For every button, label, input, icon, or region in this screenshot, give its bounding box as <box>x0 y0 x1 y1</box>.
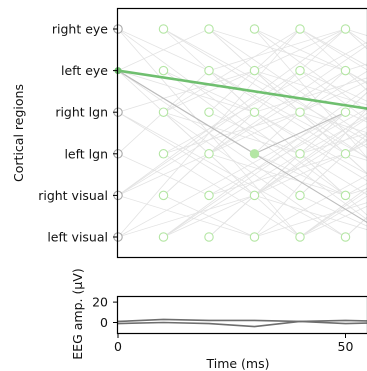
background-edge <box>299 205 367 238</box>
background-edge <box>254 111 367 175</box>
y-tick-label: 20 <box>92 295 108 310</box>
node <box>204 149 214 159</box>
background-edge <box>254 202 367 238</box>
background-edge <box>299 190 367 238</box>
node <box>295 107 305 117</box>
region-tick-label: right eye <box>52 22 108 37</box>
background-edge <box>117 28 210 71</box>
node <box>340 232 351 242</box>
secondary-edge <box>254 111 346 155</box>
node <box>158 24 169 34</box>
network-chart: right eye left eye right lgn left lgn right … <box>11 7 367 259</box>
background-edge <box>163 195 255 238</box>
node <box>295 65 305 76</box>
node <box>340 107 351 117</box>
background-edge <box>299 153 367 196</box>
background-edge <box>299 111 367 134</box>
background-edge <box>345 216 367 238</box>
node <box>249 190 260 201</box>
eeg-series <box>117 318 367 328</box>
background-edge <box>254 126 367 196</box>
node <box>340 190 351 201</box>
highlighted-path-line <box>117 69 367 110</box>
background-edge <box>117 153 210 196</box>
background-edge <box>254 153 346 196</box>
background-edge <box>208 111 301 155</box>
region-tick-label: left eye <box>61 63 108 78</box>
region-tick-label: right lgn <box>55 105 108 120</box>
background-edge <box>345 153 367 174</box>
background-edge <box>254 174 367 238</box>
background-edge <box>117 195 255 238</box>
node <box>204 65 214 76</box>
network-frame <box>116 7 367 259</box>
eeg-ylabel: EEG amp. (μV) <box>70 268 85 359</box>
region-tick-label: left visual <box>47 230 108 245</box>
node <box>249 24 260 34</box>
background-edge <box>163 87 367 238</box>
node <box>204 24 214 34</box>
background-edge <box>254 107 367 238</box>
node <box>249 65 260 76</box>
region-tick-labels: right eye left eye right lgn left lgn right … <box>38 22 118 245</box>
background-edge <box>117 111 255 196</box>
background-edge <box>254 28 346 71</box>
node <box>158 65 169 76</box>
background-edge <box>299 187 367 238</box>
background-edge <box>299 28 367 67</box>
background-edges <box>117 28 367 238</box>
y-tick-label: 0 <box>100 315 108 330</box>
background-edge <box>163 111 346 238</box>
node <box>295 24 305 34</box>
eeg-line <box>117 318 367 323</box>
background-edge <box>345 92 367 113</box>
x-tick-label: 0 <box>114 339 122 354</box>
region-tick-label: right visual <box>38 188 108 203</box>
region-tick-label: left lgn <box>64 146 108 161</box>
node <box>249 232 260 242</box>
eeg-chart: 050100150 020 Time (ms) EEG amp. (μV) <box>70 268 367 371</box>
background-edge <box>299 28 367 71</box>
background-edge <box>299 70 367 113</box>
highlighted-path <box>117 69 367 110</box>
node <box>204 232 214 242</box>
background-edge <box>299 28 367 91</box>
node <box>204 190 214 201</box>
node <box>204 107 214 117</box>
background-edge <box>345 143 367 155</box>
node <box>158 149 169 159</box>
eeg-line <box>117 320 367 328</box>
x-tick-label: 50 <box>338 339 354 354</box>
background-edge <box>299 70 367 121</box>
node <box>295 149 305 159</box>
node <box>158 190 169 201</box>
background-edge <box>299 195 367 238</box>
eeg-xlabel: Time (ms) <box>205 356 269 371</box>
node <box>158 107 169 117</box>
background-edge <box>163 28 301 113</box>
eeg-x-ticks: 050100150 <box>114 333 354 354</box>
node <box>340 24 351 34</box>
node <box>158 232 169 242</box>
background-edge <box>163 70 255 113</box>
background-edge <box>254 112 367 196</box>
eeg-y-ticks: 020 <box>92 295 118 330</box>
node <box>249 107 260 117</box>
node <box>295 232 305 242</box>
network-ylabel: Cortical regions <box>11 84 26 182</box>
background-edge <box>117 28 346 196</box>
background-edge <box>299 111 367 159</box>
node <box>340 149 351 159</box>
background-edge <box>345 111 367 123</box>
background-edge <box>208 44 367 155</box>
background-edge <box>299 132 367 155</box>
eeg-frame <box>116 295 367 335</box>
background-edge <box>299 81 367 113</box>
background-edge <box>299 116 367 155</box>
background-edge <box>254 28 367 112</box>
node-highlight <box>249 149 260 159</box>
node <box>340 65 351 76</box>
node <box>295 190 305 201</box>
